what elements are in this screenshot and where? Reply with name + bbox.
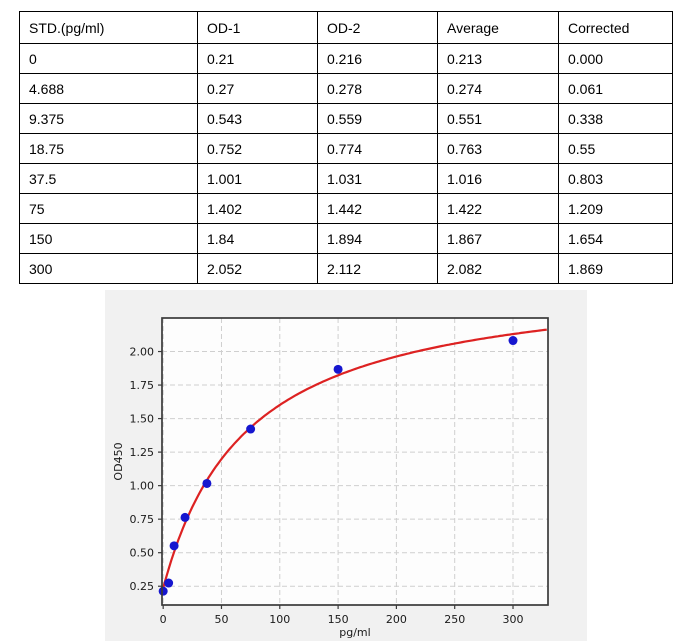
table-cell: 1.894 — [317, 223, 438, 254]
y-tick-label: 0.25 — [130, 580, 155, 593]
data-point — [180, 512, 190, 522]
table-header-row: STD.(pg/ml) OD-1 OD-2 Average Corrected — [19, 11, 673, 44]
plot-border — [161, 317, 549, 606]
table-cell: 1.442 — [317, 193, 438, 224]
data-point — [202, 478, 212, 488]
table-cell: 0 — [19, 43, 198, 74]
table-cell: 37.5 — [19, 163, 198, 194]
table-cell: 1.654 — [558, 223, 673, 254]
y-tick-label: 1.00 — [130, 480, 155, 493]
table-cell: 18.75 — [19, 133, 198, 164]
table-row: 9.375 0.543 0.559 0.551 0.338 — [19, 103, 673, 134]
data-point — [158, 586, 168, 596]
table-cell: 0.803 — [558, 163, 673, 194]
standards-table: STD.(pg/ml) OD-1 OD-2 Average Corrected 0 0.2… — [19, 11, 673, 284]
table-cell: 2.052 — [197, 253, 318, 284]
table-cell: 0.774 — [317, 133, 438, 164]
x-tick-label: 300 — [503, 613, 524, 626]
table-cell: 0.216 — [317, 43, 438, 74]
table-cell: 0.551 — [437, 103, 559, 134]
table-cell: 0.27 — [197, 73, 318, 104]
standard-curve-chart: 0 50 100 150 200 250 300 0.25 0.50 0.75 1.00 1.25 1.… — [105, 290, 587, 641]
data-point — [246, 424, 256, 434]
column-header: OD-2 — [317, 11, 438, 44]
y-tick-label: 2.00 — [130, 346, 155, 359]
standard-curve-figure: 0 50 100 150 200 250 300 0.25 0.50 0.75 1.00 1.25 1.… — [105, 290, 587, 641]
table-cell: 0.752 — [197, 133, 318, 164]
table-cell: 75 — [19, 193, 198, 224]
tick-marks — [158, 350, 514, 609]
table-cell: 0.21 — [197, 43, 318, 74]
x-tick-label: 100 — [269, 613, 290, 626]
table-row: 18.75 0.752 0.774 0.763 0.55 — [19, 133, 673, 164]
data-point — [169, 541, 179, 551]
table-cell: 0.763 — [437, 133, 559, 164]
y-tick-label: 0.50 — [130, 547, 155, 560]
table-cell: 1.016 — [437, 163, 559, 194]
data-point — [508, 336, 518, 346]
table-cell: 1.402 — [197, 193, 318, 224]
column-header: OD-1 — [197, 11, 318, 44]
x-axis-label: pg/ml — [339, 626, 370, 639]
plot-background — [162, 318, 548, 605]
table-cell: 0.559 — [317, 103, 438, 134]
y-tick-label: 1.25 — [130, 446, 155, 459]
table-row: 37.5 1.001 1.031 1.016 0.803 — [19, 163, 673, 194]
x-tick-label: 200 — [386, 613, 407, 626]
table-cell: 2.082 — [437, 253, 559, 284]
table-cell: 0.338 — [558, 103, 673, 134]
x-tick-label: 150 — [328, 613, 349, 626]
table-cell: 1.84 — [197, 223, 318, 254]
x-tick-label: 0 — [160, 613, 167, 626]
tick-labels: 0 50 100 150 200 250 300 0.25 0.50 0.75 1.00 1.25 1.… — [130, 346, 524, 626]
table-cell: 1.031 — [317, 163, 438, 194]
column-header: STD.(pg/ml) — [19, 11, 198, 44]
data-point — [333, 364, 343, 374]
data-points — [158, 336, 518, 596]
column-header: Corrected — [558, 11, 673, 44]
y-tick-label: 1.50 — [130, 413, 155, 426]
y-axis-label: OD450 — [112, 442, 125, 480]
table-cell: 1.001 — [197, 163, 318, 194]
y-tick-label: 0.75 — [130, 513, 155, 526]
table-row: 300 2.052 2.112 2.082 1.869 — [19, 253, 673, 284]
table-row: 0 0.21 0.216 0.213 0.000 — [19, 43, 673, 74]
table-row: 4.688 0.27 0.278 0.274 0.061 — [19, 73, 673, 104]
column-header: Average — [437, 11, 559, 44]
table-cell: 300 — [19, 253, 198, 284]
table-cell: 2.112 — [317, 253, 438, 284]
table-cell: 0.213 — [437, 43, 559, 74]
table-cell: 0.274 — [437, 73, 559, 104]
x-tick-label: 250 — [444, 613, 465, 626]
table-cell: 1.869 — [558, 253, 673, 284]
fit-curve — [160, 328, 547, 593]
y-tick-label: 1.75 — [130, 379, 155, 392]
table-cell: 1.209 — [558, 193, 673, 224]
table-cell: 0.55 — [558, 133, 673, 164]
x-tick-label: 50 — [214, 613, 228, 626]
table-cell: 0.000 — [558, 43, 673, 74]
table-cell: 0.543 — [197, 103, 318, 134]
table-row: 150 1.84 1.894 1.867 1.654 — [19, 223, 673, 254]
table-cell: 4.688 — [19, 73, 198, 104]
table-cell: 150 — [19, 223, 198, 254]
table-cell: 9.375 — [19, 103, 198, 134]
table-cell: 1.422 — [437, 193, 559, 224]
table-cell: 1.867 — [437, 223, 559, 254]
table-cell: 0.278 — [317, 73, 438, 104]
table-row: 75 1.402 1.442 1.422 1.209 — [19, 193, 673, 224]
table-cell: 0.061 — [558, 73, 673, 104]
data-point — [164, 578, 174, 588]
